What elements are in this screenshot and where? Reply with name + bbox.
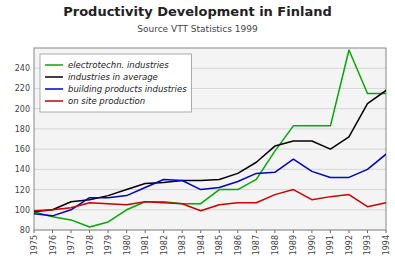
series-line — [34, 190, 386, 211]
legend: electrotechn. industries industries in av… — [40, 54, 192, 112]
x-tick-label: 1990 — [308, 235, 317, 255]
legend-swatch — [45, 100, 63, 102]
x-tick-label: 1975 — [30, 235, 39, 255]
legend-swatch — [45, 76, 63, 78]
legend-label: on site production — [68, 96, 145, 106]
y-tick-label: 100 — [15, 206, 30, 215]
x-tick-label: 1985 — [215, 235, 224, 255]
y-tick-label: 220 — [15, 84, 30, 93]
x-tick-label: 1984 — [197, 235, 206, 255]
legend-box — [40, 54, 192, 112]
subtitle: Source VTT Statistics 1999 — [137, 24, 258, 34]
x-tick-label: 1992 — [345, 235, 354, 255]
grid-line — [34, 209, 386, 210]
y-tick-label: 140 — [15, 165, 30, 174]
x-tick-label: 1989 — [289, 235, 298, 255]
x-tick-label: 1987 — [252, 235, 261, 255]
series-line — [34, 50, 386, 227]
x-tick-label: 1977 — [67, 235, 76, 255]
x-tick-label: 1986 — [234, 235, 243, 255]
y-tick-label: 160 — [15, 145, 30, 154]
grid-line — [34, 169, 386, 170]
x-tick-label: 1982 — [160, 235, 169, 255]
series-line — [34, 154, 386, 216]
legend-swatch — [45, 88, 63, 90]
plot-frame — [34, 48, 386, 230]
legend-label: building products industries — [68, 84, 187, 94]
chart: Productivity Development in Finland Sourc… — [0, 0, 395, 270]
x-tick-label: 1976 — [49, 235, 58, 255]
legend-label: industries in average — [68, 72, 158, 82]
x-tick-label: 1993 — [363, 235, 372, 255]
x-tick-label: 1981 — [141, 235, 150, 255]
x-tick-label: 1991 — [326, 235, 335, 255]
y-tick-label: 180 — [15, 125, 30, 134]
plot-area — [34, 48, 386, 230]
x-tick-label: 1988 — [271, 235, 280, 255]
x-tick-label: 1978 — [86, 235, 95, 255]
title: Productivity Development in Finland — [63, 4, 332, 19]
y-tick-label: 120 — [15, 186, 30, 195]
grid-line — [34, 128, 386, 129]
x-tick-label: 1994 — [382, 235, 391, 255]
x-tick-label: 1983 — [178, 235, 187, 255]
y-tick-label: 240 — [15, 64, 30, 73]
x-tick-label: 1980 — [123, 235, 132, 255]
lines — [34, 50, 386, 227]
y-tick-label: 80 — [20, 226, 30, 235]
grid-line — [34, 149, 386, 150]
y-tick-label: 200 — [15, 105, 30, 114]
legend-swatch — [45, 64, 63, 66]
x-tick-label: 1979 — [104, 235, 113, 255]
legend-label: electrotechn. industries — [68, 60, 169, 70]
